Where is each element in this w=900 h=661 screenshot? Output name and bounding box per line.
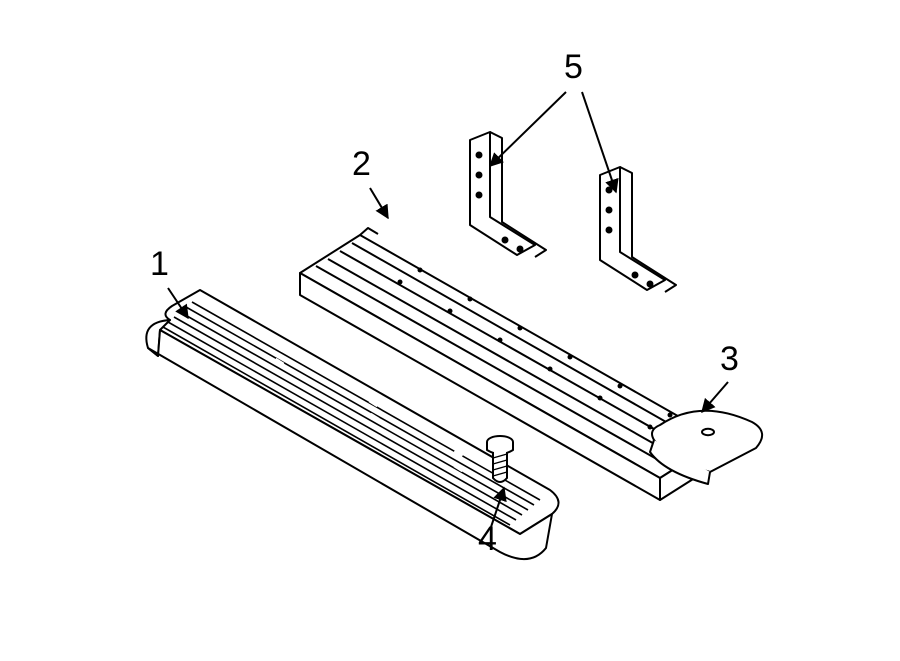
callout-4: 4 (478, 520, 497, 559)
part-5-brackets (470, 132, 676, 292)
callout-5: 5 (564, 48, 583, 87)
part-1-cover (146, 290, 558, 559)
callout-1: 1 (150, 245, 169, 284)
arrow-5b (582, 92, 616, 192)
diagram-svg (0, 0, 900, 661)
part-2-base (300, 228, 720, 500)
part-4-fastener (487, 436, 513, 482)
arrow-5a (490, 92, 566, 166)
arrow-3 (702, 382, 728, 412)
callout-3: 3 (720, 340, 739, 379)
arrow-1 (168, 288, 188, 318)
arrow-2 (370, 188, 388, 218)
parts-diagram: 1 2 3 4 5 (0, 0, 900, 661)
callout-arrows (168, 92, 728, 530)
part-3-endplate (650, 411, 762, 484)
callout-2: 2 (352, 145, 371, 184)
